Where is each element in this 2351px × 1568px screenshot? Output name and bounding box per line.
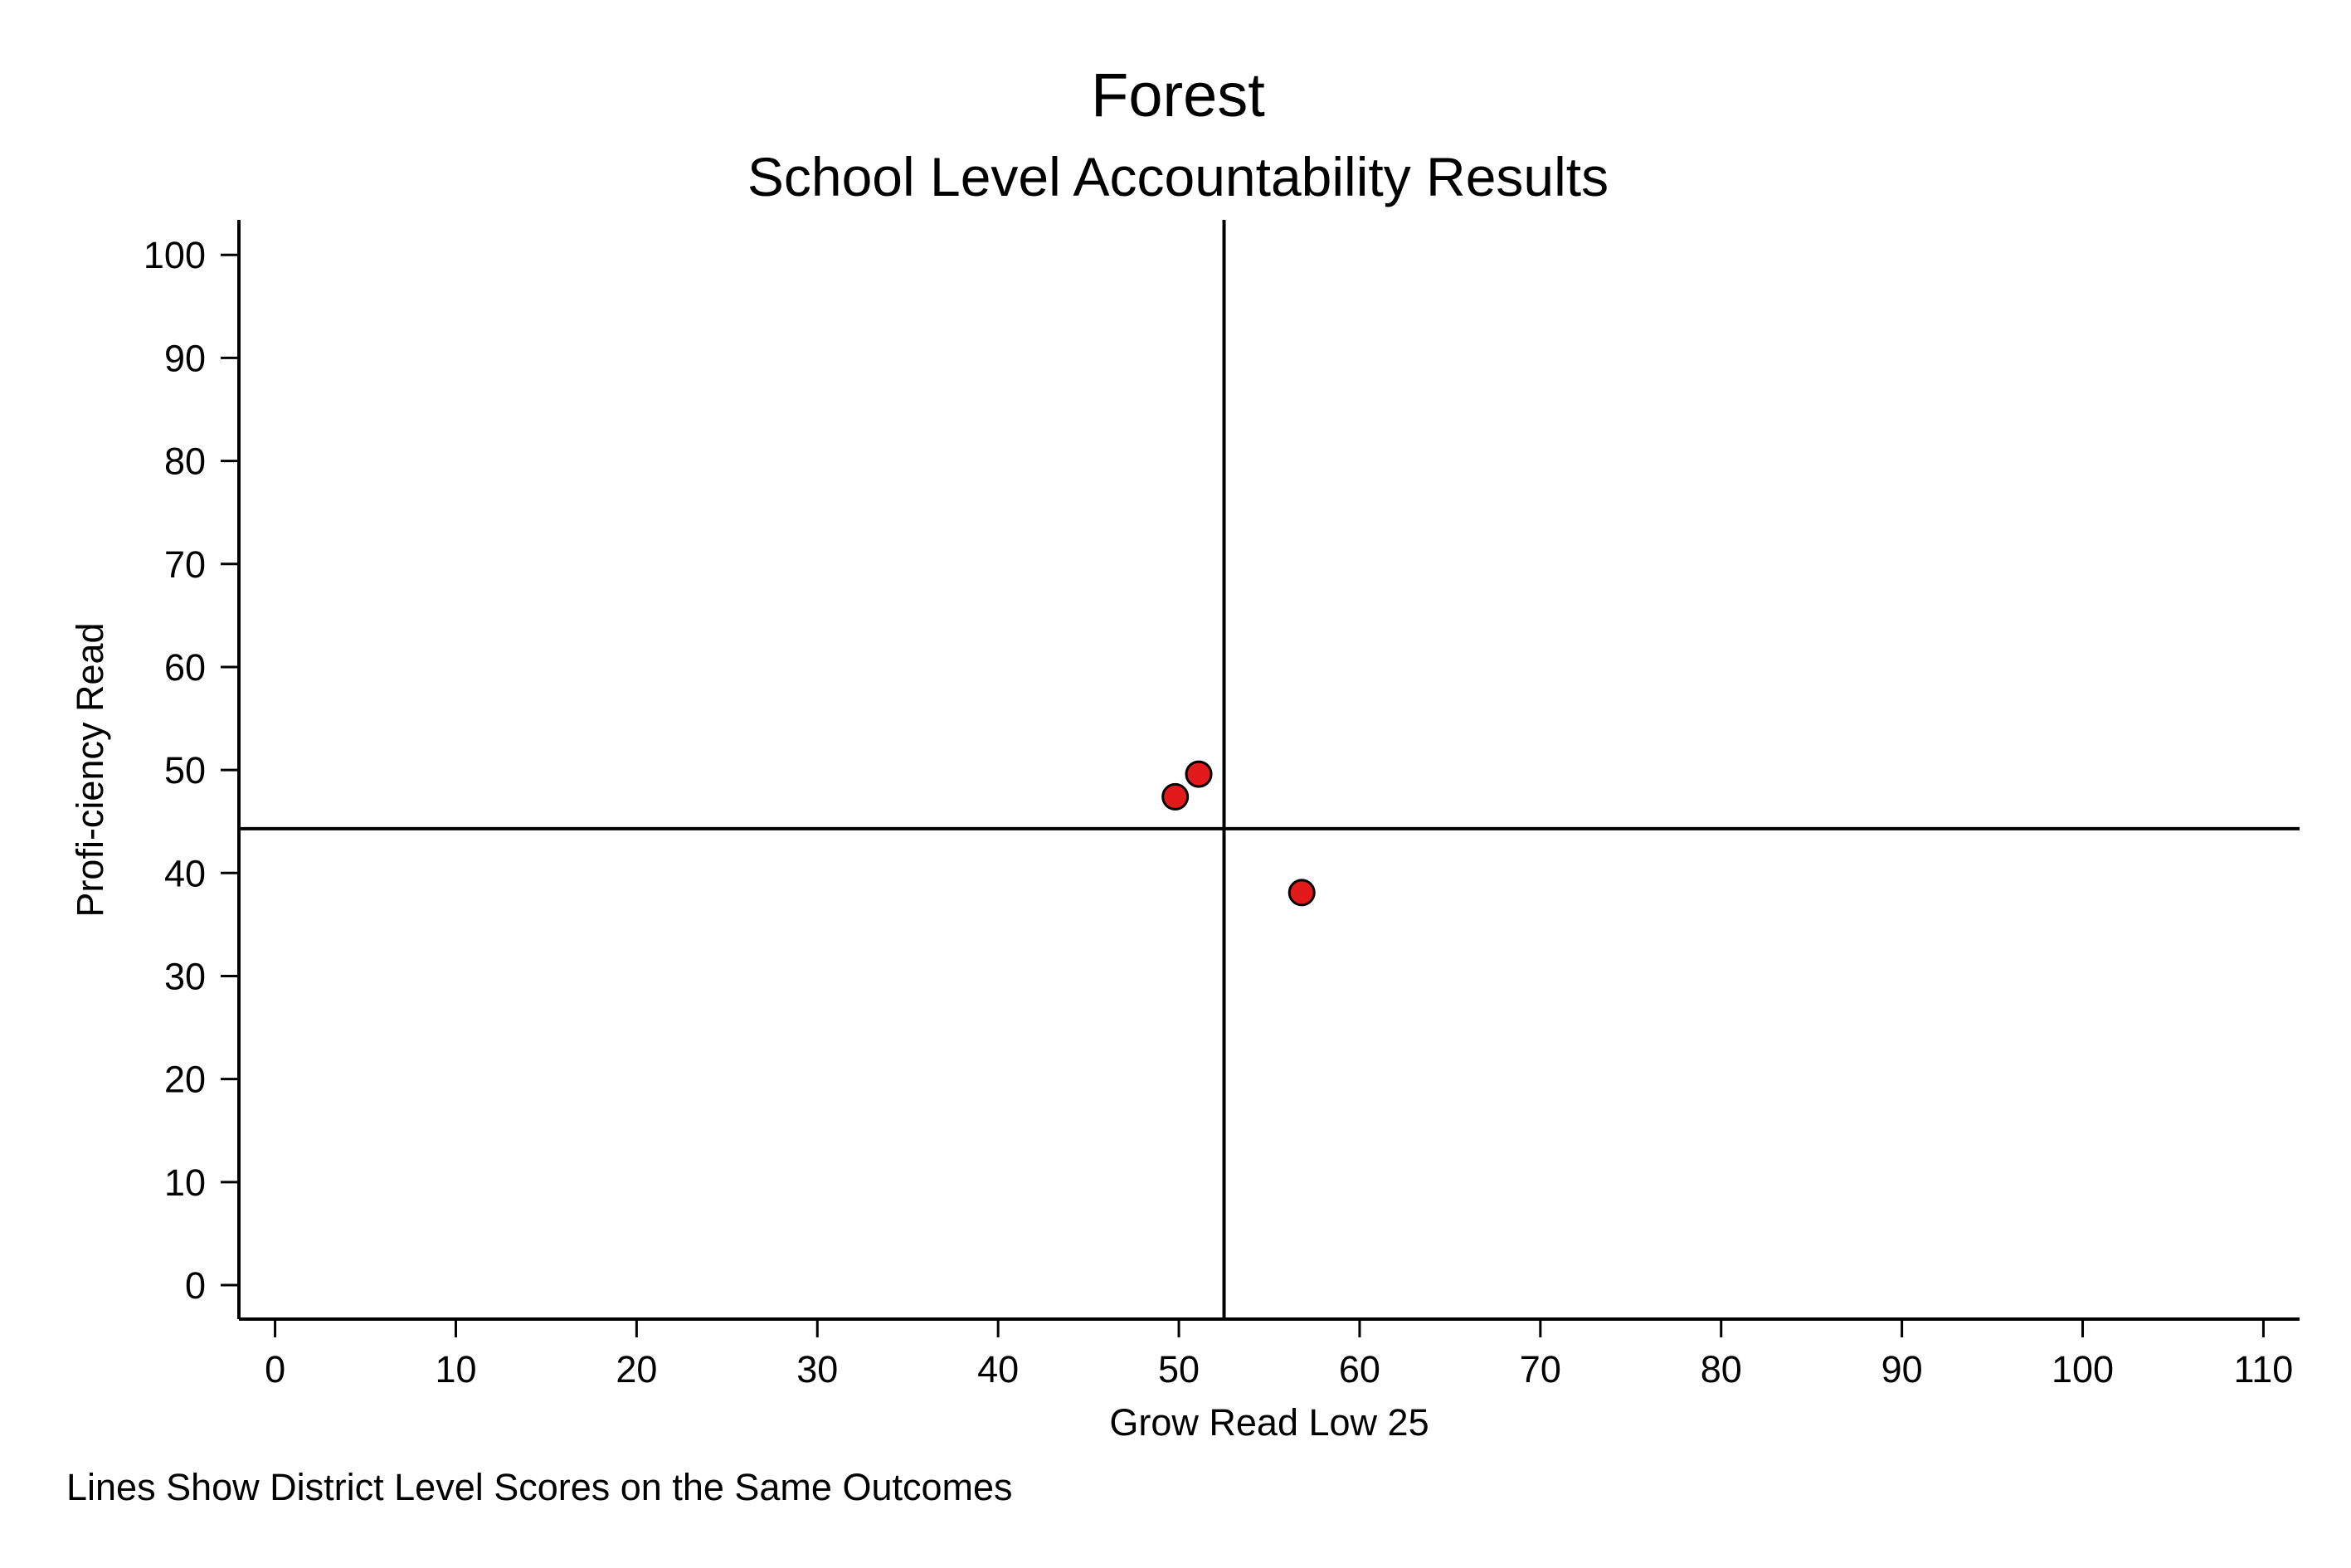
chart-title: Forest bbox=[1091, 61, 1265, 129]
data-point bbox=[1185, 760, 1213, 788]
x-tick-label: 40 bbox=[977, 1348, 1019, 1390]
y-tick-label: 0 bbox=[185, 1264, 206, 1307]
y-tick-label: 80 bbox=[164, 441, 206, 483]
x-axis-title: Grow Read Low 25 bbox=[1109, 1401, 1429, 1444]
y-axis-title: Profi-ciency Read bbox=[69, 622, 111, 917]
x-tick-label: 80 bbox=[1701, 1348, 1742, 1390]
x-tick-label: 110 bbox=[2234, 1348, 2294, 1390]
y-tick-label: 100 bbox=[144, 234, 206, 276]
y-tick-label: 50 bbox=[164, 749, 206, 791]
x-tick-label: 10 bbox=[435, 1348, 476, 1390]
y-tick-label: 40 bbox=[164, 852, 206, 894]
y-tick-label: 70 bbox=[164, 543, 206, 586]
y-tick-label: 60 bbox=[164, 646, 206, 689]
x-axis-ticks: 0 10 20 30 40 50 60 70 80 90 100 110 bbox=[265, 1319, 2293, 1390]
plot-area bbox=[239, 220, 2300, 1319]
chart-subtitle: School Level Accountability Results bbox=[747, 146, 1609, 207]
y-axis-ticks: 0 10 20 30 40 50 60 70 80 90 100 bbox=[144, 234, 239, 1307]
y-tick-label: 90 bbox=[164, 337, 206, 379]
x-tick-label: 50 bbox=[1158, 1348, 1200, 1390]
x-tick-label: 100 bbox=[2052, 1348, 2114, 1390]
x-tick-label: 60 bbox=[1339, 1348, 1380, 1390]
x-tick-label: 0 bbox=[265, 1348, 285, 1390]
y-tick-label: 30 bbox=[164, 955, 206, 997]
x-tick-label: 90 bbox=[1881, 1348, 1923, 1390]
y-tick-label: 10 bbox=[164, 1161, 206, 1204]
data-point bbox=[1161, 782, 1190, 811]
x-tick-label: 30 bbox=[796, 1348, 838, 1390]
data-point bbox=[1287, 879, 1316, 907]
y-tick-label: 20 bbox=[164, 1059, 206, 1101]
x-tick-label: 20 bbox=[616, 1348, 657, 1390]
x-tick-label: 70 bbox=[1520, 1348, 1561, 1390]
chart-note: Lines Show District Level Scores on the … bbox=[66, 1466, 1013, 1508]
